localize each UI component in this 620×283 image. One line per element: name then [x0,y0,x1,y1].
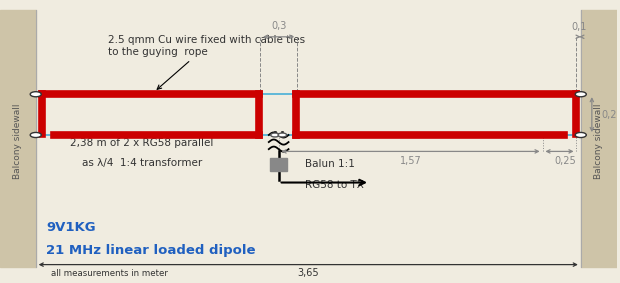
Text: Balcony sidewall: Balcony sidewall [14,104,22,179]
Circle shape [30,92,42,97]
Circle shape [30,132,42,138]
Bar [0,10,36,267]
Text: 21 MHz linear loaded dipole: 21 MHz linear loaded dipole [46,244,255,257]
Text: all measurements in meter: all measurements in meter [51,269,167,278]
Text: 0,3: 0,3 [271,21,286,31]
Circle shape [278,133,286,137]
Circle shape [575,92,587,97]
Text: 2,38 m of 2 x RG58 parallel: 2,38 m of 2 x RG58 parallel [70,138,213,148]
Text: 2.5 qmm Cu wire fixed with cable ties
to the guying  rope: 2.5 qmm Cu wire fixed with cable ties to… [108,35,305,89]
Text: 3,65: 3,65 [298,268,319,278]
Text: Balun 1:1: Balun 1:1 [305,158,355,169]
Circle shape [575,132,587,138]
Bar [581,10,616,267]
Text: 0,2: 0,2 [601,110,617,120]
Text: RG58 to TX: RG58 to TX [305,180,364,190]
Text: as λ/4  1:4 transformer: as λ/4 1:4 transformer [82,158,202,168]
Bar [270,158,287,170]
Text: 0,25: 0,25 [555,156,577,166]
Text: 9V1KG: 9V1KG [46,221,96,234]
Circle shape [271,133,279,137]
Text: 1,57: 1,57 [400,156,422,166]
Text: Balcony sidewall: Balcony sidewall [594,104,603,179]
Text: 0,1: 0,1 [571,22,587,32]
